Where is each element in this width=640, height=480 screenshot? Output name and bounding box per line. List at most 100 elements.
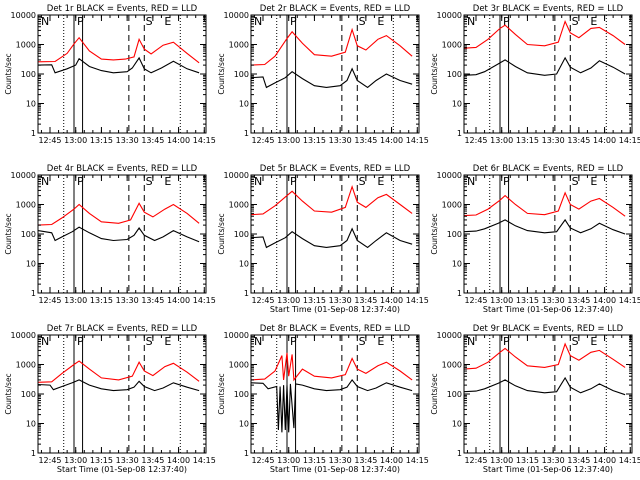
interval-letter: S (359, 335, 366, 348)
panel-title: Det 9r BLACK = Events, RED = LLD (473, 324, 624, 334)
interval-letter: S (572, 175, 579, 188)
x-tick-label: 13:00 (277, 456, 300, 465)
plot-frame (250, 14, 420, 134)
x-tick-label: 13:15 (303, 296, 326, 305)
y-tick-label: 1 (457, 289, 462, 298)
x-tick-label: 13:30 (542, 296, 565, 305)
series-lld-line (463, 342, 626, 370)
interval-letter: E (164, 335, 171, 348)
interval-letter: N (467, 335, 475, 348)
y-axis-label: Counts/sec (430, 53, 439, 94)
series-lld-line (250, 352, 413, 382)
y-axis-label: Counts/sec (430, 373, 439, 414)
x-tick-label: 14:15 (619, 456, 640, 465)
y-tick-label: 10000 (437, 11, 462, 20)
series-events-line (250, 67, 413, 89)
plot-frame (250, 334, 420, 454)
plot-frame (463, 14, 633, 134)
x-tick-label: 14:15 (406, 456, 429, 465)
y-tick-label: 1000 (442, 41, 462, 50)
y-tick-label: 1000 (229, 201, 249, 210)
interval-letter: E (377, 15, 384, 28)
interval-letter: N (254, 335, 262, 348)
interval-letter: S (146, 175, 153, 188)
x-tick-label: 14:15 (406, 136, 429, 145)
series-events-line (463, 56, 626, 76)
series-lld-line (37, 360, 200, 383)
interval-letter: N (254, 175, 262, 188)
x-tick-label: 14:00 (380, 296, 403, 305)
y-tick-label: 100 (21, 390, 36, 399)
y-tick-label: 10000 (437, 171, 462, 180)
x-tick-label: 13:45 (354, 296, 377, 305)
y-tick-label: 100 (447, 230, 462, 239)
series-lld-line (463, 19, 626, 49)
x-tick-label: 13:45 (567, 456, 590, 465)
x-tick-label: 13:15 (90, 136, 113, 145)
y-tick-label: 1000 (16, 201, 36, 210)
x-axis-label: Start Time (01-Sep-08 12:37:40) (57, 465, 187, 474)
y-tick-label: 1 (31, 289, 36, 298)
x-tick-label: 13:45 (567, 296, 590, 305)
panel-title: Det 6r BLACK = Events, RED = LLD (473, 164, 624, 174)
interval-letter: P (77, 15, 84, 28)
x-tick-label: 12:45 (464, 296, 487, 305)
y-axis-label: Counts/sec (217, 213, 226, 254)
interval-letter: P (77, 335, 84, 348)
x-tick-label: 14:15 (619, 296, 640, 305)
x-tick-label: 13:30 (329, 136, 352, 145)
x-tick-label: 12:45 (38, 296, 61, 305)
x-tick-label: 14:15 (619, 136, 640, 145)
series-events-line (37, 379, 200, 392)
x-tick-label: 13:15 (516, 296, 539, 305)
x-tick-label: 13:30 (116, 136, 139, 145)
y-axis-label: Counts/sec (4, 373, 13, 414)
y-tick-label: 10 (452, 100, 462, 109)
x-tick-label: 13:30 (542, 136, 565, 145)
x-tick-label: 14:15 (193, 296, 216, 305)
y-tick-label: 1000 (442, 201, 462, 210)
y-tick-label: 10 (26, 260, 36, 269)
x-tick-label: 12:45 (464, 136, 487, 145)
interval-letter: P (290, 15, 297, 28)
plot-frame (37, 14, 207, 134)
x-tick-label: 14:00 (380, 456, 403, 465)
x-tick-label: 14:00 (167, 136, 190, 145)
x-tick-label: 12:45 (38, 456, 61, 465)
x-tick-label: 13:45 (354, 136, 377, 145)
y-axis-label: Counts/sec (4, 53, 13, 94)
series-lld-line (37, 36, 200, 64)
panel-title: Det 3r BLACK = Events, RED = LLD (473, 4, 624, 14)
x-tick-label: 13:45 (141, 136, 164, 145)
interval-letter: E (377, 175, 384, 188)
x-tick-label: 13:30 (329, 456, 352, 465)
series-lld-line (250, 184, 413, 216)
y-tick-label: 100 (447, 70, 462, 79)
y-tick-label: 10000 (224, 11, 249, 20)
plot-frame (37, 334, 207, 454)
interval-letter: S (359, 175, 366, 188)
x-tick-label: 13:15 (90, 296, 113, 305)
interval-letter: S (146, 15, 153, 28)
x-tick-label: 13:00 (64, 296, 87, 305)
x-tick-label: 13:45 (141, 456, 164, 465)
x-tick-label: 13:15 (90, 456, 113, 465)
y-tick-label: 100 (234, 390, 249, 399)
y-tick-label: 1000 (16, 361, 36, 370)
y-tick-label: 10000 (11, 171, 36, 180)
y-tick-label: 100 (234, 230, 249, 239)
x-tick-label: 13:00 (277, 296, 300, 305)
interval-letter: E (590, 15, 597, 28)
x-tick-label: 13:30 (542, 456, 565, 465)
interval-letter: P (290, 335, 297, 348)
interval-letter: N (41, 175, 49, 188)
series-lld-line (37, 202, 200, 226)
x-tick-label: 12:45 (251, 456, 274, 465)
interval-letter: E (590, 335, 597, 348)
y-tick-label: 10 (452, 260, 462, 269)
